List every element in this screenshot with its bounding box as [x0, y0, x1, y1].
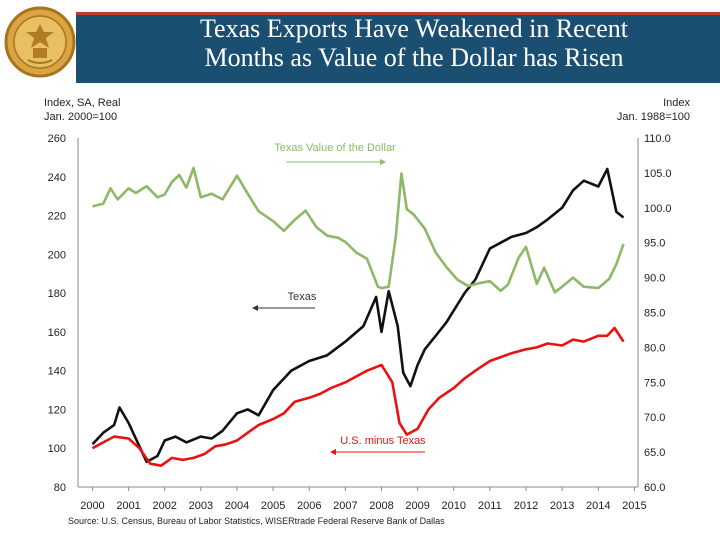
x-tick-label: 2012 [514, 500, 538, 512]
right-tick-label: 80.0 [644, 342, 665, 354]
chart-annotations: Texas Value of the Dollar Texas U.S. minus… [252, 142, 426, 455]
annotation-us-arrowhead [330, 449, 336, 455]
right-axis-label: Index Jan. 1988=100 [617, 96, 690, 124]
x-tick-label: 2010 [441, 500, 465, 512]
series-line-texas-value-of-the-dollar [92, 166, 625, 294]
x-tick-label: 2015 [622, 500, 646, 512]
right-tick-label: 70.0 [644, 412, 665, 424]
right-tick-label: 60.0 [644, 482, 665, 494]
chart-series [91, 166, 625, 468]
x-tick-label: 2011 [478, 500, 502, 512]
x-tick-label: 2000 [80, 500, 104, 512]
right-axis-label-line-2: Jan. 1988=100 [616, 111, 690, 123]
annotation-dollar-arrowhead [380, 159, 386, 165]
left-tick-label: 140 [48, 366, 66, 378]
right-tick-label: 85.0 [644, 308, 665, 320]
left-tick-label: 160 [48, 327, 66, 339]
page-title: Texas Exports Have Weakened in Recent Mo… [84, 14, 720, 72]
left-tick-label: 260 [48, 133, 66, 145]
x-tick-label: 2006 [297, 500, 321, 512]
x-tick-label: 2007 [333, 500, 357, 512]
x-tick-label: 2014 [586, 500, 610, 512]
left-tick-label: 240 [48, 172, 66, 184]
x-tick-label: 2003 [189, 500, 213, 512]
x-tick-label: 2013 [550, 500, 574, 512]
left-tick-label: 120 [48, 404, 66, 416]
right-tick-label: 105.0 [644, 168, 672, 180]
right-tick-label: 95.0 [644, 238, 665, 250]
x-tick-label: 2008 [369, 500, 393, 512]
right-tick-label: 100.0 [644, 203, 672, 215]
federal-reserve-seal-icon [4, 6, 76, 78]
left-axis-label-line-2: Jan. 2000=100 [44, 111, 118, 123]
right-tick-label: 90.0 [644, 273, 665, 285]
left-axis-label-line-1: Index, SA, Real [44, 97, 121, 109]
left-tick-label: 200 [48, 249, 66, 261]
annotation-texas: Texas [288, 291, 317, 303]
x-tick-label: 2009 [405, 500, 429, 512]
x-tick-label: 2005 [261, 500, 285, 512]
right-tick-label: 110.0 [644, 133, 671, 145]
annotation-texas-arrowhead [252, 305, 258, 311]
x-tick-label: 2001 [116, 500, 140, 512]
title-bar [76, 12, 720, 83]
header: Texas Exports Have Weakened in Recent Mo… [0, 0, 720, 84]
left-tick-label: 80 [54, 482, 66, 494]
series-line-u-s-minus-texas [91, 326, 625, 468]
left-tick-label: 100 [48, 443, 66, 455]
chart-source: Source: U.S. Census, Bureau of Labor Sta… [68, 516, 445, 526]
left-axis-label: Index, SA, Real Jan. 2000=100 [44, 96, 120, 124]
x-tick-label: 2002 [152, 500, 176, 512]
title-line-2: Months as Value of the Dollar has Risen [204, 43, 624, 72]
title-line-1: Texas Exports Have Weakened in Recent [199, 14, 629, 43]
right-tick-label: 75.0 [644, 377, 665, 389]
series-line-texas [91, 167, 625, 464]
right-tick-label: 65.0 [644, 447, 665, 459]
left-tick-label: 220 [48, 211, 66, 223]
annotation-us: U.S. minus Texas [340, 435, 426, 447]
x-tick-label: 2004 [225, 500, 249, 512]
chart-axes: 260 240 220 200 180 160 140 120 100 80 110.0 105.0 1… [48, 133, 672, 512]
annotation-dollar: Texas Value of the Dollar [274, 142, 396, 154]
left-tick-label: 180 [48, 288, 66, 300]
right-axis-label-line-1: Index [663, 97, 690, 109]
chart-area: 260 240 220 200 180 160 140 120 100 80 110.0 105.0 1… [48, 133, 672, 512]
